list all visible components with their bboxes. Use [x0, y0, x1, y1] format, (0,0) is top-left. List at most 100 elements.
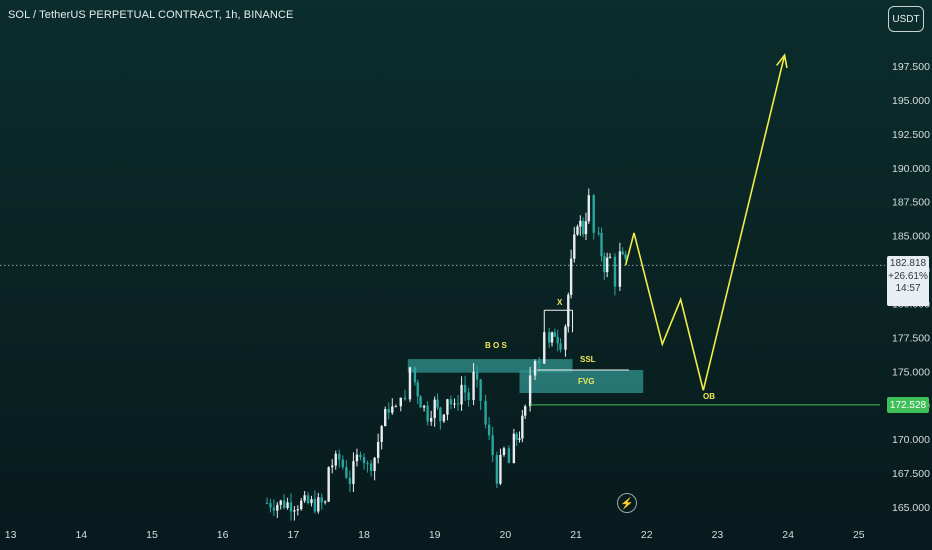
x-tick-label: 15	[146, 529, 158, 541]
candle-body	[515, 433, 518, 440]
y-tick-label: 197.500	[892, 61, 930, 73]
y-tick-label: 192.500	[892, 129, 930, 141]
candle-body	[269, 503, 272, 508]
bos-label: B O S	[485, 341, 507, 350]
candle-body	[518, 438, 521, 440]
annotation-overlays	[0, 53, 885, 406]
candle-body	[613, 256, 617, 287]
candle-body	[276, 504, 279, 511]
candle-body	[272, 507, 276, 511]
x-axis: 13 14 15 16 17 18 19 20 21 22 23 24 25	[5, 529, 865, 541]
currency-button[interactable]: USDT	[888, 6, 924, 32]
projection-path	[624, 54, 786, 391]
current-price-tag: 182.818 +26.61% 14:57	[887, 256, 929, 306]
candle-body	[587, 195, 590, 222]
candle-body	[296, 509, 300, 511]
candle-body	[442, 414, 446, 422]
candle-body	[559, 343, 562, 350]
x-tick-label: 14	[75, 529, 87, 541]
lightning-icon[interactable]: ⚡	[617, 493, 637, 513]
candle-body	[408, 367, 412, 400]
candle-body	[369, 463, 373, 471]
level-price-tag: 172.528	[887, 397, 929, 413]
x-tick-label: 19	[429, 529, 441, 541]
current-price-countdown: 14:57	[895, 283, 921, 294]
candle-body	[341, 459, 345, 468]
candle-body	[608, 256, 612, 258]
candle-body	[394, 406, 398, 408]
candle-body	[355, 454, 359, 462]
candle-body	[621, 251, 624, 255]
x-tick-label: 21	[570, 529, 582, 541]
candle-body	[359, 454, 362, 458]
chart-title: SOL / TetherUS PERPETUAL CONTRACT, 1h, B…	[8, 9, 294, 21]
x-tick-label: 17	[287, 529, 299, 541]
candle-body	[533, 360, 537, 376]
candle-body	[279, 500, 282, 505]
candle-body	[499, 454, 502, 484]
candle-body	[327, 467, 330, 502]
candle-body	[584, 221, 588, 235]
candle-body	[403, 397, 407, 400]
candle-body	[352, 461, 355, 484]
current-price-value: 182.818	[889, 258, 927, 269]
candle-body	[317, 497, 320, 512]
candle-body	[491, 435, 494, 456]
candle-body	[334, 453, 337, 466]
candle-body	[331, 465, 334, 468]
candle-body	[472, 371, 475, 400]
candle-body	[391, 406, 394, 413]
fvg-zone	[519, 369, 644, 394]
ob-label: OB	[703, 392, 715, 401]
y-tick-label: 165.000	[892, 502, 930, 514]
candle-body	[569, 258, 573, 295]
y-tick-label: 175.000	[892, 366, 930, 378]
candle-body	[433, 399, 436, 418]
candle-body	[624, 254, 627, 259]
y-tick-label: 185.000	[892, 231, 930, 243]
candle-body	[618, 251, 622, 287]
candle-body	[576, 226, 579, 235]
candle-body	[416, 382, 419, 397]
current-price-change: +26.61%	[888, 270, 928, 282]
y-tick-label: 187.500	[892, 197, 930, 209]
candle-body	[460, 384, 463, 405]
candles	[265, 188, 627, 521]
candle-body	[449, 399, 453, 405]
candle-body	[303, 495, 306, 501]
candle-body	[512, 433, 516, 464]
candle-body	[413, 367, 417, 383]
candle-body	[453, 403, 456, 405]
y-tick-label: 170.000	[892, 434, 930, 446]
y-tick-label: 167.500	[892, 468, 930, 480]
candle-body	[592, 195, 595, 233]
candle-body	[573, 234, 576, 259]
projection-arrowhead	[775, 53, 788, 69]
candle-body	[523, 406, 527, 416]
candle-body	[286, 502, 289, 509]
x-tick-label: 13	[5, 529, 17, 541]
candle-body	[366, 463, 369, 465]
candle-body	[446, 399, 449, 415]
candle-body	[543, 332, 546, 364]
candle-body	[373, 457, 376, 471]
candle-body	[429, 417, 433, 422]
candle-body	[419, 396, 422, 408]
candle-body	[463, 384, 467, 393]
candle-body	[521, 415, 524, 439]
ssl-label: SSL	[580, 355, 596, 364]
candle-body	[507, 448, 511, 464]
candle-body	[323, 501, 327, 503]
candle-body	[426, 405, 429, 422]
candle-body	[300, 500, 303, 510]
bos-zone	[407, 359, 573, 373]
y-tick-label: 195.000	[892, 95, 930, 107]
candle-body	[387, 409, 390, 413]
x-tick-label: 22	[641, 529, 653, 541]
candle-body	[467, 392, 470, 400]
candle-body	[581, 220, 585, 235]
candle-body	[538, 360, 541, 364]
x-tick-label: 25	[853, 529, 865, 541]
